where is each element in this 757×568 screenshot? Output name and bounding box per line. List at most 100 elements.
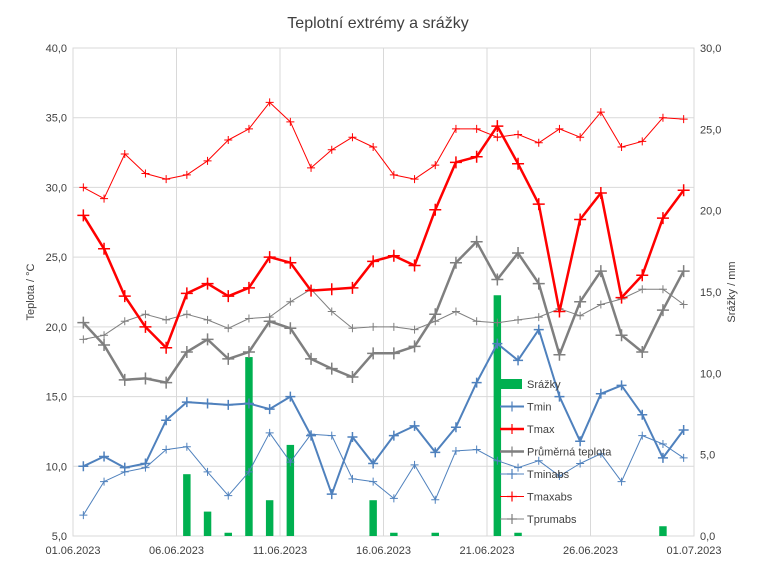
- point-tminabs: [203, 467, 212, 476]
- point-tprumabs: [369, 322, 378, 331]
- precipitation-bar: [431, 532, 439, 536]
- y2-tick-label: 0,0: [700, 531, 715, 543]
- point-tmaxabs: [534, 138, 543, 147]
- point-tminabs: [79, 511, 88, 520]
- point-tprumabs: [203, 315, 212, 324]
- point-tmax: [242, 281, 255, 294]
- point-tprumabs: [286, 297, 295, 306]
- point-tmin: [616, 380, 627, 391]
- point-tmaxabs: [389, 170, 398, 179]
- point-tminabs: [576, 459, 585, 468]
- precipitation-bar: [265, 500, 274, 536]
- point-prumerna-teplota: [408, 340, 421, 353]
- point-tmax: [139, 320, 152, 333]
- point-tmin: [657, 452, 668, 463]
- point-prumerna-teplota: [139, 372, 152, 385]
- point-tmin: [202, 398, 213, 409]
- point-prumerna-teplota: [574, 295, 587, 308]
- point-prumerna-teplota: [98, 338, 111, 351]
- legend-label-tmax: Tmax: [527, 424, 555, 436]
- x-tick-label: 26.06.2023: [563, 545, 618, 557]
- y2-tick-label: 10,0: [700, 368, 721, 380]
- point-tmin: [637, 409, 648, 420]
- point-prumerna-teplota: [263, 315, 276, 328]
- point-tmax: [77, 209, 90, 222]
- point-prumerna-teplota: [367, 347, 380, 360]
- x-tick-label: 06.06.2023: [149, 545, 204, 557]
- precipitation-bar: [514, 532, 522, 536]
- point-tmaxabs: [327, 145, 336, 154]
- point-tmin: [243, 398, 254, 409]
- x-tick-label: 21.06.2023: [459, 545, 514, 557]
- point-tmin: [533, 324, 544, 335]
- point-tmaxabs: [576, 133, 585, 142]
- point-tprumabs: [679, 300, 688, 309]
- point-tmin: [326, 489, 337, 500]
- point-tminabs: [348, 474, 357, 483]
- y2-tick-label: 30,0: [700, 43, 721, 55]
- point-tprumabs: [141, 310, 150, 319]
- point-tminabs: [265, 428, 274, 437]
- precipitation-bar: [369, 500, 377, 536]
- point-prumerna-teplota: [491, 273, 504, 286]
- point-tmaxabs: [162, 175, 171, 184]
- point-tmin: [575, 436, 586, 447]
- y-axis-title: Teplota / °C: [25, 263, 37, 320]
- point-tmin: [99, 451, 110, 462]
- point-tprumabs: [451, 307, 460, 316]
- point-tminabs: [182, 442, 191, 451]
- series-line-tmax: [82, 124, 685, 350]
- point-tmin: [513, 355, 524, 366]
- precipitation-bar: [659, 526, 667, 536]
- point-tmax: [180, 287, 193, 300]
- point-tmin: [554, 391, 565, 402]
- point-tminabs: [555, 472, 564, 481]
- point-tminabs: [162, 445, 171, 454]
- point-prumerna-teplota: [387, 347, 400, 360]
- point-prumerna-teplota: [77, 316, 90, 329]
- point-tmaxabs: [369, 142, 378, 151]
- point-tmax: [491, 120, 504, 133]
- y-tick-label: 30,0: [46, 182, 67, 194]
- point-tmax: [574, 213, 587, 226]
- point-prumerna-teplota: [305, 352, 318, 365]
- y-tick-label: 35,0: [46, 113, 67, 125]
- point-tmin: [347, 432, 358, 443]
- point-tmin: [306, 430, 317, 441]
- point-prumerna-teplota: [656, 304, 669, 317]
- point-tmaxabs: [182, 170, 191, 179]
- point-tmax: [201, 277, 214, 290]
- point-tmax: [594, 187, 607, 200]
- point-prumerna-teplota: [346, 371, 359, 384]
- series-line-tmin: [82, 328, 685, 496]
- point-tminabs: [389, 494, 398, 503]
- point-tmax: [532, 198, 545, 211]
- point-tprumabs: [327, 307, 336, 316]
- point-prumerna-teplota: [594, 265, 607, 278]
- point-tmaxabs: [307, 163, 316, 172]
- precipitation-bar: [224, 532, 232, 536]
- point-prumerna-teplota: [325, 362, 338, 375]
- point-tmin: [430, 447, 441, 458]
- point-tminabs: [224, 491, 233, 500]
- point-tmaxabs: [141, 169, 150, 178]
- point-tmaxabs: [120, 149, 129, 158]
- series-line-tmaxabs: [83, 101, 684, 200]
- series-line-tprumabs: [83, 288, 684, 340]
- point-tminabs: [472, 445, 481, 454]
- grid-lines: [72, 47, 695, 537]
- x-tick-label: 01.07.2023: [666, 545, 721, 557]
- point-tminabs: [617, 477, 626, 486]
- series-line-prumerna-teplota: [82, 240, 685, 384]
- y2-axis-title: Srážky / mm: [726, 261, 738, 322]
- point-tmaxabs: [493, 133, 502, 142]
- y-tick-label: 10,0: [46, 461, 67, 473]
- point-tprumabs: [348, 324, 357, 333]
- point-tmax: [553, 305, 566, 318]
- legend-label-srazky: Srážky: [527, 379, 561, 391]
- point-tprumabs: [514, 315, 523, 324]
- point-tminabs: [410, 460, 419, 469]
- point-tmax: [367, 255, 380, 268]
- point-tmin: [492, 338, 503, 349]
